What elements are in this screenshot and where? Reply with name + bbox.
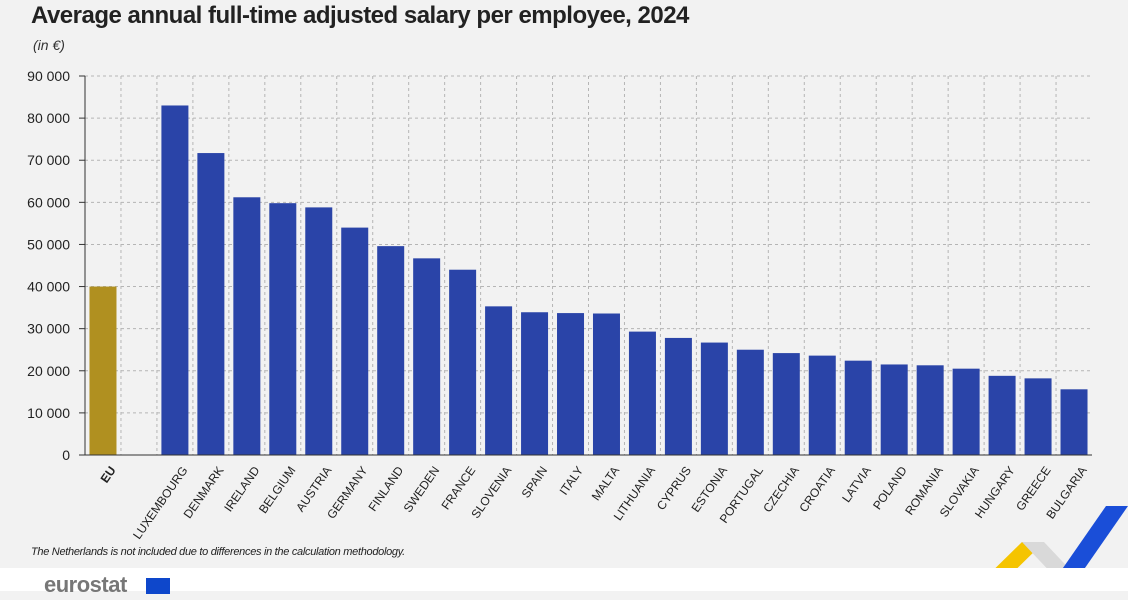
bar-slovakia	[952, 368, 980, 455]
x-tick-label: LATVIA	[839, 464, 874, 505]
bar-bulgaria	[1060, 389, 1088, 455]
bar-sweden	[413, 258, 441, 455]
bar-italy	[557, 313, 585, 455]
y-tick-label: 90 000	[27, 68, 70, 84]
bar-denmark	[197, 153, 225, 455]
bar-hungary	[988, 375, 1016, 455]
x-tick-label: SPAIN	[519, 464, 551, 501]
y-tick-label: 20 000	[27, 363, 70, 379]
eu-flag-icon	[146, 578, 170, 594]
x-tick-label: EU	[98, 464, 119, 486]
bar-czechia	[772, 353, 800, 455]
x-tick-label: ITALY	[557, 464, 587, 498]
bar-germany	[341, 227, 369, 455]
bar-cyprus	[664, 337, 692, 455]
bar-estonia	[700, 342, 728, 455]
bars	[89, 105, 1088, 455]
x-tick-label: BELGIUM	[256, 464, 298, 516]
x-tick-label: CROATIA	[796, 464, 838, 515]
y-tick-label: 40 000	[27, 279, 70, 295]
bar-austria	[305, 207, 333, 455]
bar-france	[449, 269, 477, 455]
footer-logo-area: eurostat	[0, 568, 1128, 597]
bar-ireland	[233, 197, 261, 455]
x-tick-label: SWEDEN	[401, 464, 443, 515]
bar-slovenia	[485, 306, 513, 455]
bar-finland	[377, 246, 405, 455]
x-tick-label: POLAND	[870, 463, 910, 512]
bar-luxembourg	[161, 105, 189, 455]
x-tick-label: CYPRUS	[654, 464, 694, 513]
y-tick-label: 70 000	[27, 152, 70, 168]
x-tick-label: FRANCE	[439, 464, 479, 512]
bar-greece	[1024, 378, 1052, 455]
bar-latvia	[844, 360, 872, 455]
y-tick-label: 50 000	[27, 236, 70, 252]
y-tick-label: 80 000	[27, 110, 70, 126]
unit-label: (in €)	[33, 37, 65, 53]
y-tick-label: 30 000	[27, 321, 70, 337]
bar-belgium	[269, 203, 297, 455]
y-tick-label: 60 000	[27, 194, 70, 210]
x-axis-labels: EU LUXEMBOURGDENMARKIRELANDBELGIUMAUSTRIA…	[98, 463, 1090, 541]
footnote: The Netherlands is not included due to d…	[31, 546, 405, 558]
y-axis-ticks: 0 10 000 20 000 30 000 40 000 50 000 60 000 70 …	[27, 68, 85, 463]
bar-eu	[89, 286, 117, 455]
x-tick-label: MALTA	[589, 464, 622, 503]
y-tick-label: 10 000	[27, 405, 70, 421]
bar-romania	[916, 365, 944, 455]
x-tick-label: LUXEMBOURG	[130, 464, 190, 542]
y-tick-label: 0	[62, 447, 70, 463]
bar-malta	[592, 313, 620, 455]
bar-spain	[521, 312, 549, 455]
bar-croatia	[808, 355, 836, 455]
bar-poland	[880, 364, 908, 455]
bar-portugal	[736, 349, 764, 455]
bar-chart: 0 10 000 20 000 30 000 40 000 50 000 60 000 70 …	[27, 68, 1092, 542]
eurostat-logo: eurostat	[44, 572, 127, 597]
chart-title: Average annual full-time adjusted salary…	[31, 2, 689, 29]
bar-lithuania	[628, 331, 656, 455]
